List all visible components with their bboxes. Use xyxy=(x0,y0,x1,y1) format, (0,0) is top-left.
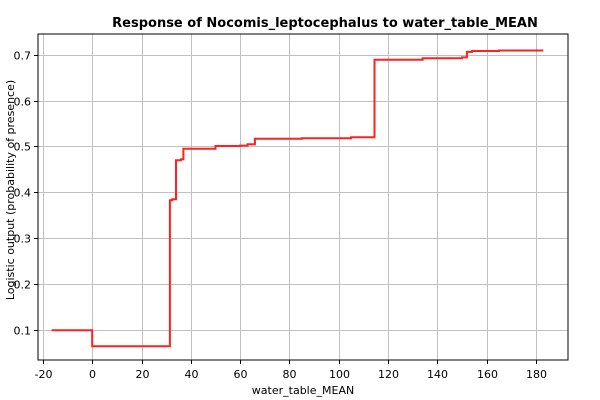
plot-area xyxy=(37,33,569,361)
y-tick-label: 0.5 xyxy=(14,141,32,154)
x-tick-label: 160 xyxy=(477,368,498,381)
x-tick-label: 140 xyxy=(427,368,448,381)
x-tick-label: 80 xyxy=(283,368,297,381)
y-axis-label: Logistic output (probability of presence… xyxy=(4,80,17,300)
chart-title: Response of Nocomis_leptocephalus to wat… xyxy=(112,16,538,31)
response-curve xyxy=(51,49,544,348)
y-axis-ticks: 0.1 0.2 0.3 0.4 0.5 0.6 0.7 xyxy=(14,50,38,338)
x-tick-label: 0 xyxy=(89,368,96,381)
x-tick-label: -20 xyxy=(35,368,53,381)
x-tick-label: 180 xyxy=(526,368,547,381)
y-tick-label: 0.6 xyxy=(14,96,32,109)
y-tick-label: 0.7 xyxy=(14,50,32,63)
plot-frame xyxy=(37,33,569,361)
grid-lines xyxy=(38,34,568,360)
x-tick-label: 120 xyxy=(378,368,399,381)
y-tick-label: 0.3 xyxy=(14,233,32,246)
y-tick-label: 0.2 xyxy=(14,279,32,292)
x-axis-label: water_table_MEAN xyxy=(252,384,354,397)
y-tick-label: 0.4 xyxy=(14,187,32,200)
x-tick-label: 100 xyxy=(329,368,350,381)
series-layer xyxy=(51,49,544,348)
x-tick-label: 60 xyxy=(234,368,248,381)
x-tick-label: 20 xyxy=(136,368,150,381)
x-tick-label: 40 xyxy=(185,368,199,381)
y-tick-label: 0.1 xyxy=(14,325,32,338)
x-axis-ticks: -20 0 20 40 60 80 100 120 140 160 180 xyxy=(35,360,547,381)
